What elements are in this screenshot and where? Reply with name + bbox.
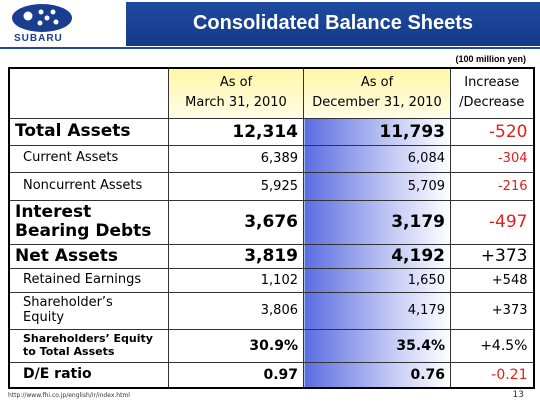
cell-value: -216 <box>450 171 534 201</box>
cell-value: +4.5% <box>450 328 534 363</box>
cell-value: -497 <box>450 199 534 245</box>
cell-value: 4,192 <box>303 243 451 269</box>
row-label-text: Shareholders’ Equity to Total Assets <box>23 332 153 358</box>
table-row: Noncurrent Assets 5,925 5,709 -216 <box>8 171 534 201</box>
cell-value: 5,709 <box>303 171 451 201</box>
table-row: D/E ratio 0.97 0.76 -0.21 <box>8 361 534 389</box>
header: SUBARU Consolidated Balance Sheets <box>0 0 540 50</box>
cell-value: -0.21 <box>450 361 534 389</box>
cell-value: 4,179 <box>303 291 451 330</box>
column-header-line: As of <box>219 75 253 91</box>
cell-value: 11,793 <box>303 117 451 146</box>
column-header-line: December 31, 2010 <box>312 95 442 111</box>
cell-value: -304 <box>450 144 534 173</box>
cell-value: 30.9% <box>168 328 304 363</box>
cell-value: 3,676 <box>168 199 304 245</box>
corner-cell <box>8 67 169 119</box>
cell-value: 1,650 <box>303 267 451 293</box>
table-row: Net Assets 3,819 4,192 +373 <box>8 243 534 269</box>
row-label: Shareholder’s Equity <box>8 291 169 330</box>
unit-note: (100 million yen) <box>455 54 526 64</box>
cell-value: -520 <box>450 117 534 146</box>
header-rule <box>0 47 540 49</box>
table-row: Interest Bearing Debts 3,676 3,179 -497 <box>8 199 534 245</box>
cell-value: 5,925 <box>168 171 304 201</box>
table-row: Current Assets 6,389 6,084 -304 <box>8 144 534 173</box>
table-row: Shareholders’ Equity to Total Assets 30.9… <box>8 328 534 363</box>
row-label: Noncurrent Assets <box>8 171 169 201</box>
cell-value: +373 <box>450 291 534 330</box>
cell-value: 0.97 <box>168 361 304 389</box>
row-label: D/E ratio <box>8 361 169 389</box>
cell-value: 6,389 <box>168 144 304 173</box>
header-row: As of March 31, 2010 As of December 31, 201… <box>8 67 534 119</box>
cell-value: 0.76 <box>303 361 451 389</box>
table-row: Shareholder’s Equity 3,806 4,179 +373 <box>8 291 534 330</box>
title: Consolidated Balance Sheets <box>192 12 474 34</box>
cell-value: 35.4% <box>303 328 451 363</box>
row-label: Retained Earnings <box>8 267 169 293</box>
column-header-line: As of <box>360 75 394 91</box>
column-header-line: March 31, 2010 <box>185 95 287 111</box>
row-label-text: Interest Bearing Debts <box>15 202 152 241</box>
row-label: Shareholders’ Equity to Total Assets <box>8 328 169 363</box>
page-number: 13 <box>512 390 524 400</box>
column-header: As of December 31, 2010 <box>303 67 451 119</box>
logo-emblem <box>12 4 72 32</box>
cell-value: 3,806 <box>168 291 304 330</box>
cell-value: 3,819 <box>168 243 304 269</box>
cell-value: 12,314 <box>168 117 304 146</box>
logo-text: SUBARU <box>14 33 63 44</box>
row-label: Total Assets <box>8 117 169 146</box>
column-header: As of March 31, 2010 <box>168 67 304 119</box>
table-row: Retained Earnings 1,102 1,650 +548 <box>8 267 534 293</box>
cell-value: 1,102 <box>168 267 304 293</box>
title-bar: Consolidated Balance Sheets <box>126 2 540 46</box>
footer-url: http://www.fhi.co.jp/english/ir/index.ht… <box>8 392 130 399</box>
column-header-line: Increase <box>464 75 520 91</box>
column-header: Increase/Decrease <box>450 67 534 119</box>
balance-table: As of March 31, 2010 As of December 31, 201… <box>8 67 535 389</box>
cell-value: 3,179 <box>303 199 451 245</box>
row-label: Interest Bearing Debts <box>8 199 169 245</box>
row-label: Net Assets <box>8 243 169 269</box>
table-row: Total Assets 12,314 11,793 -520 <box>8 117 534 146</box>
row-label-text: Shareholder’s Equity <box>23 295 113 325</box>
logo: SUBARU <box>0 0 126 50</box>
cell-value: +373 <box>450 243 534 269</box>
cell-value: 6,084 <box>303 144 451 173</box>
cell-value: +548 <box>450 267 534 293</box>
column-header-line: /Decrease <box>459 95 525 111</box>
row-label: Current Assets <box>8 144 169 173</box>
